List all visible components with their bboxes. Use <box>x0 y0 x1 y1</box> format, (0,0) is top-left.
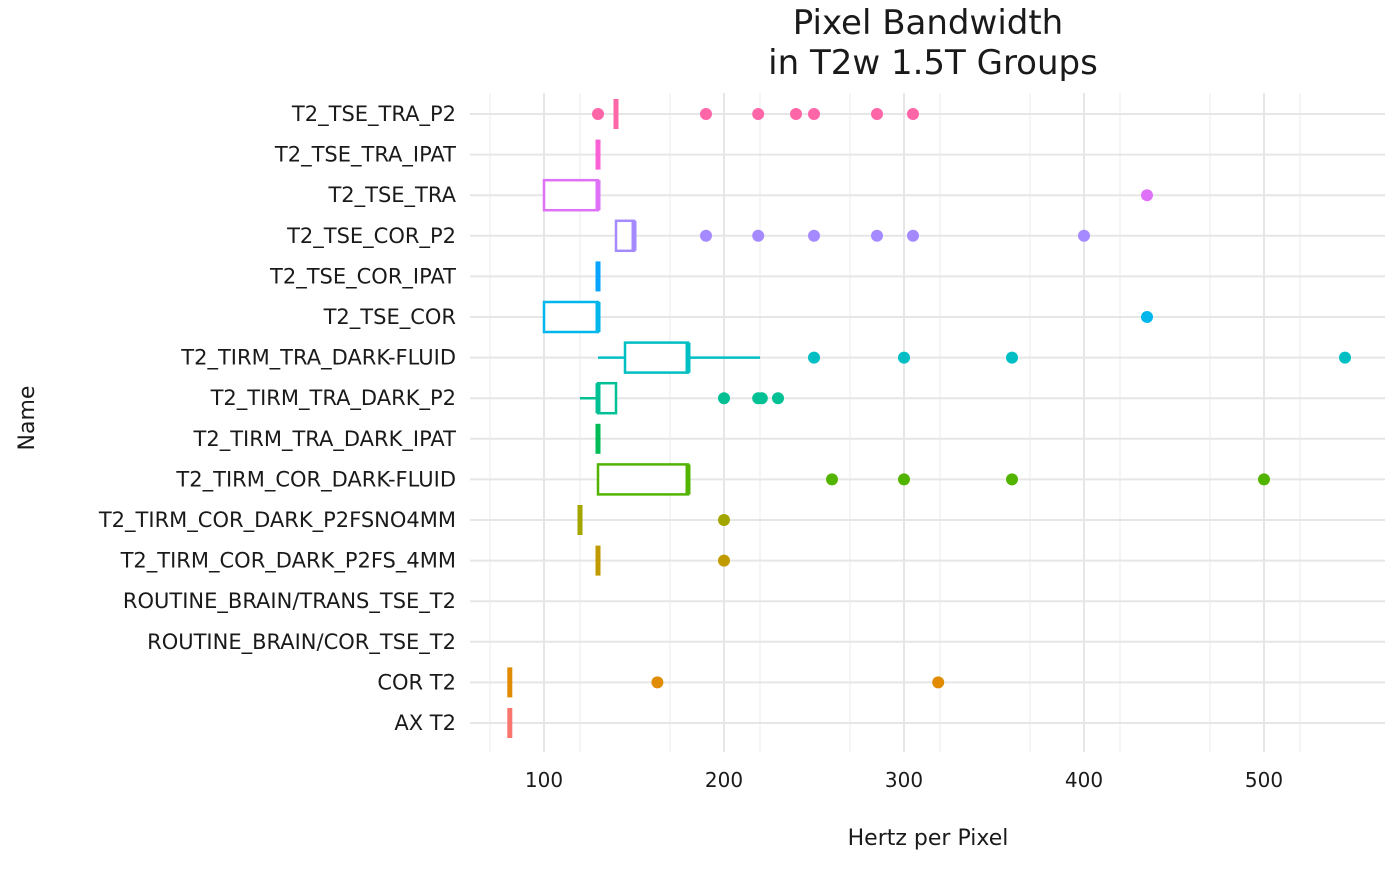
iqr-box <box>542 300 600 334</box>
outlier-point <box>808 108 820 120</box>
outlier-point <box>700 108 712 120</box>
x-tick-label: 500 <box>1245 768 1283 792</box>
y-tick-label: T2_TSE_TRA_IPAT <box>274 143 456 168</box>
y-tick-label: T2_TIRM_TRA_DARK_P2 <box>210 386 456 411</box>
x-tick-label: 200 <box>705 768 743 792</box>
x-axis-title: Hertz per Pixel <box>848 826 1009 851</box>
outlier-point <box>1078 229 1090 242</box>
outlier-point <box>700 229 712 242</box>
outlier-point <box>826 473 838 486</box>
outlier-point <box>898 473 910 486</box>
outlier-point <box>718 554 730 567</box>
outlier-point <box>1141 189 1153 202</box>
outlier-point <box>1141 311 1153 323</box>
x-tick-label: 300 <box>885 768 923 792</box>
outlier-point <box>718 514 730 526</box>
outlier-point <box>907 229 919 242</box>
y-tick-label: COR T2 <box>377 670 456 694</box>
y-axis-title: Name <box>15 386 40 451</box>
y-tick-label: ROUTINE_BRAIN/TRANS_TSE_T2 <box>123 589 456 614</box>
y-tick-label: T2_TIRM_COR_DARK_P2FSNO4MM <box>98 508 456 533</box>
outlier-point <box>592 108 604 120</box>
outlier-point <box>932 676 945 689</box>
marks-layer <box>507 99 1351 738</box>
outlier-point <box>651 676 664 689</box>
outlier-point <box>772 392 784 405</box>
y-tick-label: T2_TIRM_COR_DARK-FLUID <box>175 467 456 492</box>
y-tick-label: T2_TIRM_COR_DARK_P2FS_4MM <box>120 549 456 574</box>
y-tick-label: T2_TSE_TRA <box>327 183 456 208</box>
outlier-point <box>755 392 768 405</box>
label-layer: Pixel Bandwidth in T2w 1.5T Groups Hertz… <box>15 3 1283 851</box>
outlier-point <box>752 229 765 242</box>
y-tick-label: T2_TIRM_TRA_DARK-FLUID <box>180 346 456 371</box>
outlier-point <box>907 108 919 120</box>
chart-title-line-2: in T2w 1.5T Groups <box>768 43 1098 83</box>
y-tick-label: T2_TSE_COR_P2 <box>286 224 456 249</box>
outlier-point <box>898 351 910 364</box>
outlier-point <box>718 392 730 405</box>
outlier-point <box>1339 351 1351 364</box>
y-tick-label: T2_TSE_COR <box>323 305 456 330</box>
outlier-point <box>1258 473 1270 486</box>
grid-layer <box>470 93 1385 752</box>
outlier-point <box>790 108 802 120</box>
x-tick-label: 400 <box>1065 768 1103 792</box>
outlier-point <box>1006 351 1018 364</box>
iqr-box <box>596 463 690 496</box>
chart-title-line-1: Pixel Bandwidth <box>793 3 1063 43</box>
y-tick-label: T2_TIRM_TRA_DARK_IPAT <box>193 427 457 452</box>
y-tick-label: T2_TSE_TRA_P2 <box>291 102 456 127</box>
y-tick-label: T2_TSE_COR_IPAT <box>269 264 456 289</box>
y-tick-label: AX T2 <box>394 711 456 735</box>
outlier-point <box>871 108 883 120</box>
outlier-point <box>871 229 883 242</box>
outlier-point <box>752 108 765 120</box>
iqr-box <box>542 178 600 212</box>
iqr-box <box>614 219 636 253</box>
outlier-point <box>808 351 820 364</box>
outlier-point <box>1006 473 1018 486</box>
y-tick-label: ROUTINE_BRAIN/COR_TSE_T2 <box>147 630 456 655</box>
x-tick-label: 100 <box>525 768 563 792</box>
outlier-point <box>808 229 820 242</box>
iqr-box <box>623 341 690 374</box>
iqr-box <box>596 381 618 415</box>
